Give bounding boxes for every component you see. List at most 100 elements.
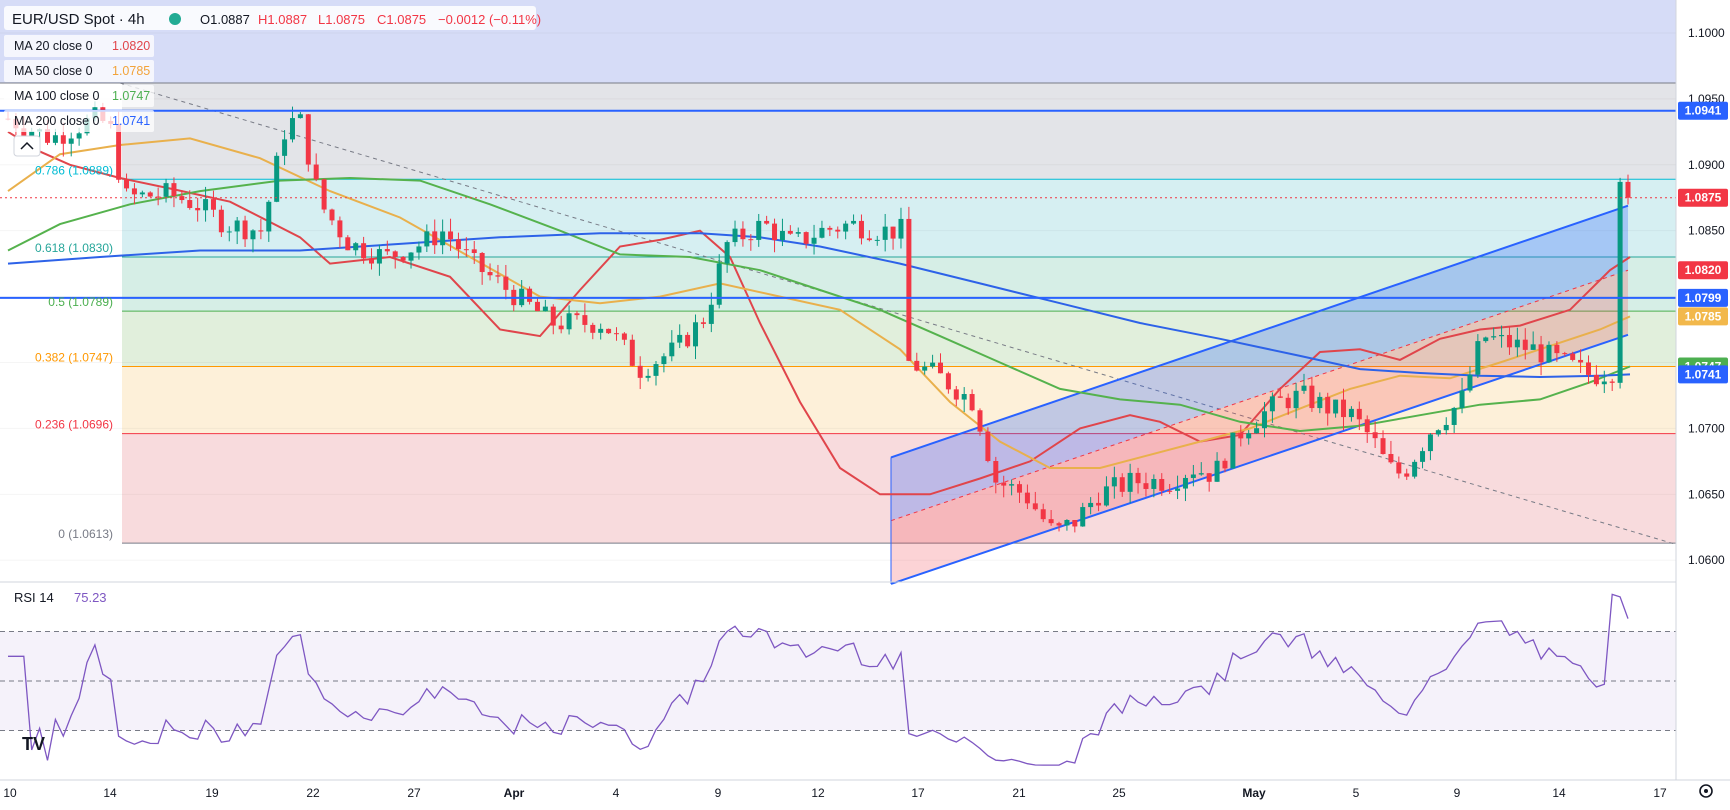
candle-body <box>858 220 864 239</box>
price-tag <box>1678 365 1728 384</box>
candle-body <box>234 220 240 232</box>
candle-body <box>1285 397 1291 409</box>
ma-legend-label: MA 20 close 0 <box>14 39 93 53</box>
candle-body <box>1443 424 1449 431</box>
price-axis[interactable]: 1.10001.09501.09001.08501.08001.07501.07… <box>1675 0 1730 780</box>
time-tick-label: 17 <box>1653 786 1667 800</box>
candle-body <box>1593 374 1599 385</box>
candle-body <box>1554 344 1560 354</box>
channel-upper-fill <box>891 205 1628 521</box>
candle-body <box>1135 472 1141 484</box>
candle-body <box>1420 451 1426 462</box>
time-tick-label: May <box>1242 786 1266 800</box>
candle-body <box>1522 339 1528 350</box>
candle-body <box>1570 353 1576 360</box>
candle-body <box>1182 477 1188 489</box>
candle-body <box>1293 390 1299 409</box>
candle-body <box>187 200 193 208</box>
candle-body <box>76 133 82 139</box>
candle-body <box>811 237 817 244</box>
price-tag-label: 1.0741 <box>1685 367 1722 381</box>
candle-body <box>598 328 604 333</box>
candle-body <box>266 201 272 232</box>
candle-body <box>60 135 66 144</box>
candle-body <box>993 461 999 483</box>
candle-body <box>1206 473 1212 482</box>
time-tick-label: Apr <box>504 786 525 800</box>
ascending-channel[interactable] <box>119 82 1677 585</box>
candle-body <box>882 226 888 240</box>
candle-body <box>1301 385 1307 391</box>
candle-body <box>1506 334 1512 348</box>
candle-body <box>250 230 256 240</box>
legend-header-bg <box>4 6 536 30</box>
candle-body <box>645 375 651 378</box>
price-tag-label: 1.0785 <box>1685 309 1722 323</box>
price-tick-label: 1.0850 <box>1688 224 1725 238</box>
candle-body <box>772 223 778 241</box>
candle-body <box>708 304 714 324</box>
candle-body <box>1214 460 1220 482</box>
candle-body <box>321 179 327 210</box>
candle-body <box>1333 399 1339 414</box>
time-tick-label: 17 <box>911 786 925 800</box>
candle-body <box>116 123 122 180</box>
candle-body <box>1230 432 1236 469</box>
candle-body <box>1578 359 1584 363</box>
price-tag-label: 1.0799 <box>1685 291 1722 305</box>
candle-body <box>203 199 209 211</box>
time-axis[interactable]: 10 14 19 22 27 Apr 4 9 12 17 21 25 May 5 9 14 17 <box>0 779 1730 800</box>
fib-zone <box>122 257 1676 312</box>
fib-label: 0.5 (1.0789) <box>48 295 113 309</box>
candle-body <box>1277 396 1283 398</box>
candle-body <box>45 129 51 143</box>
candle-body <box>392 251 398 257</box>
candle-body <box>455 239 461 250</box>
price-tick-label: 1.0600 <box>1688 553 1725 567</box>
candle-body <box>400 256 406 261</box>
candle-body <box>851 220 857 224</box>
time-tick-label: 12 <box>811 786 825 800</box>
candle-body <box>1601 381 1607 385</box>
symbol-title: EUR/USD Spot · 4h <box>12 11 145 28</box>
candle-body <box>930 362 936 367</box>
candle-body <box>29 131 35 136</box>
candle-body <box>613 333 619 335</box>
time-tick-label: 27 <box>407 786 421 800</box>
channel-mid-line <box>890 269 1629 522</box>
candle-body <box>700 322 706 324</box>
gear-icon-center <box>1704 789 1708 793</box>
candle-body <box>542 306 548 312</box>
time-tick-label: 9 <box>1454 786 1461 800</box>
fib-zone <box>122 83 1676 180</box>
candle-body <box>163 183 169 197</box>
candle-body <box>740 228 746 240</box>
candle-body <box>582 315 588 325</box>
candle-body <box>937 362 943 374</box>
fib-label: 0 (1.0613) <box>58 527 113 541</box>
candle-body <box>1546 344 1552 363</box>
candle-body <box>1483 337 1489 342</box>
horizontal-lines[interactable] <box>0 109 1676 299</box>
candle-body <box>819 227 825 238</box>
candle-body <box>1380 438 1386 455</box>
candle-body <box>1119 477 1125 492</box>
ma50-line <box>7 137 1631 469</box>
candle-body <box>534 301 540 312</box>
candle-body <box>906 218 912 361</box>
candle-body <box>1585 362 1591 375</box>
candle-body <box>550 306 556 326</box>
price-tag-label: 1.0941 <box>1685 104 1722 118</box>
candle-body <box>274 155 280 202</box>
candle-body <box>669 342 675 357</box>
candle-body <box>1538 344 1544 363</box>
candle-body <box>874 239 880 241</box>
candle-body <box>685 334 691 347</box>
candle-body <box>1222 460 1228 469</box>
candle-body <box>953 389 959 400</box>
candle-body <box>1412 461 1418 477</box>
candle-body <box>1348 408 1354 418</box>
candle-body <box>1475 341 1481 375</box>
candle-body <box>779 230 785 241</box>
